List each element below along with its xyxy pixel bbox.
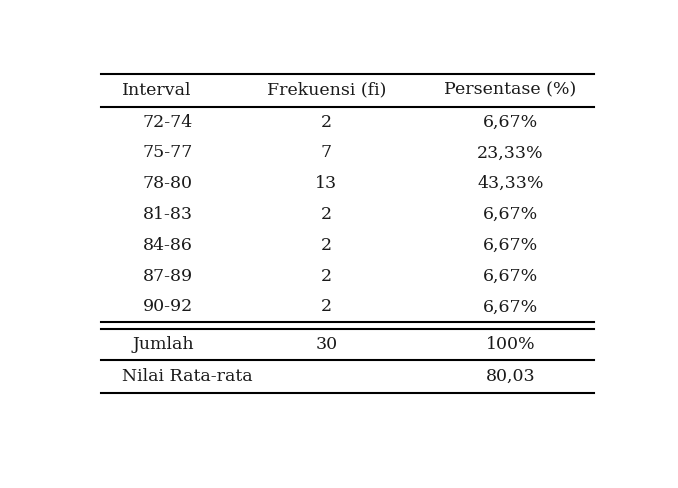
Text: 84-86: 84-86 <box>142 237 193 254</box>
Text: 6,67%: 6,67% <box>483 114 538 131</box>
Text: 100%: 100% <box>485 336 535 353</box>
Text: Frekuensi (fi): Frekuensi (fi) <box>266 81 386 99</box>
Text: 2: 2 <box>321 206 332 223</box>
Text: 6,67%: 6,67% <box>483 206 538 223</box>
Text: 23,33%: 23,33% <box>477 144 544 162</box>
Text: 72-74: 72-74 <box>142 114 193 131</box>
Text: 75-77: 75-77 <box>142 144 193 162</box>
Text: 78-80: 78-80 <box>142 175 193 192</box>
Text: 13: 13 <box>315 175 338 192</box>
Text: Nilai Rata-rata: Nilai Rata-rata <box>121 368 252 385</box>
Text: 2: 2 <box>321 114 332 131</box>
Text: 7: 7 <box>321 144 332 162</box>
Text: 6,67%: 6,67% <box>483 299 538 315</box>
Text: 2: 2 <box>321 237 332 254</box>
Text: 30: 30 <box>315 336 338 353</box>
Text: 87-89: 87-89 <box>142 267 193 285</box>
Text: 6,67%: 6,67% <box>483 237 538 254</box>
Text: 2: 2 <box>321 267 332 285</box>
Text: 90-92: 90-92 <box>142 299 193 315</box>
Text: Persentase (%): Persentase (%) <box>444 81 576 99</box>
Text: 2: 2 <box>321 299 332 315</box>
Text: 81-83: 81-83 <box>142 206 193 223</box>
Text: Interval: Interval <box>121 81 191 99</box>
Text: Jumlah: Jumlah <box>132 336 194 353</box>
Text: 80,03: 80,03 <box>485 368 535 385</box>
Text: 6,67%: 6,67% <box>483 267 538 285</box>
Text: 43,33%: 43,33% <box>477 175 544 192</box>
